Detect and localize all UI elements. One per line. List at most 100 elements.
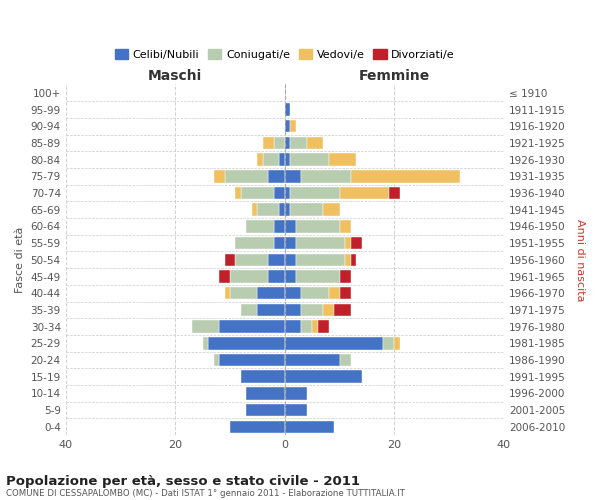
Bar [235, 237, 274, 250]
Bar [230, 270, 268, 283]
Bar [203, 337, 208, 349]
Bar [274, 220, 285, 232]
Bar [285, 287, 301, 300]
Bar [285, 354, 340, 366]
Y-axis label: Fasce di età: Fasce di età [15, 226, 25, 293]
Bar [383, 337, 394, 349]
Bar [224, 287, 230, 300]
Bar [340, 220, 350, 232]
Bar [252, 204, 257, 216]
Bar [340, 270, 350, 283]
Bar [247, 404, 285, 416]
Bar [285, 320, 301, 333]
Bar [214, 170, 224, 182]
Bar [329, 154, 356, 166]
Bar [312, 320, 317, 333]
Bar [350, 170, 460, 182]
Bar [247, 220, 274, 232]
Bar [268, 270, 285, 283]
Bar [285, 187, 290, 200]
Bar [257, 287, 285, 300]
Bar [280, 204, 285, 216]
Bar [345, 254, 350, 266]
Legend: Celibi/Nubili, Coniugati/e, Vedovi/e, Divorziati/e: Celibi/Nubili, Coniugati/e, Vedovi/e, Di… [110, 44, 459, 64]
Bar [219, 320, 285, 333]
Bar [285, 120, 290, 132]
Bar [285, 420, 334, 433]
Bar [235, 187, 241, 200]
Bar [285, 304, 301, 316]
Bar [285, 170, 301, 182]
Bar [350, 254, 356, 266]
Bar [296, 270, 340, 283]
Bar [285, 370, 362, 383]
Bar [340, 287, 350, 300]
Bar [285, 237, 296, 250]
Bar [230, 287, 257, 300]
Bar [224, 254, 235, 266]
Bar [268, 254, 285, 266]
Bar [323, 304, 334, 316]
Bar [350, 237, 362, 250]
Bar [285, 220, 296, 232]
Bar [263, 136, 274, 149]
Bar [323, 204, 340, 216]
Bar [301, 170, 350, 182]
Bar [301, 304, 323, 316]
Bar [285, 387, 307, 400]
Bar [257, 304, 285, 316]
Bar [241, 370, 285, 383]
Bar [285, 154, 290, 166]
Bar [285, 270, 296, 283]
Bar [274, 187, 285, 200]
Bar [219, 270, 230, 283]
Bar [257, 154, 263, 166]
Bar [241, 187, 274, 200]
Text: Maschi: Maschi [148, 69, 202, 83]
Bar [268, 170, 285, 182]
Y-axis label: Anni di nascita: Anni di nascita [575, 218, 585, 301]
Bar [301, 320, 312, 333]
Bar [290, 120, 296, 132]
Bar [290, 154, 329, 166]
Bar [345, 237, 350, 250]
Text: COMUNE DI CESSAPALOMBO (MC) - Dati ISTAT 1° gennaio 2011 - Elaborazione TUTTITAL: COMUNE DI CESSAPALOMBO (MC) - Dati ISTAT… [6, 490, 405, 498]
Bar [235, 254, 268, 266]
Bar [317, 320, 329, 333]
Bar [290, 136, 307, 149]
Bar [224, 170, 268, 182]
Bar [241, 304, 257, 316]
Bar [191, 320, 219, 333]
Bar [274, 237, 285, 250]
Bar [280, 154, 285, 166]
Bar [301, 287, 329, 300]
Bar [247, 387, 285, 400]
Bar [296, 254, 345, 266]
Bar [296, 237, 345, 250]
Bar [334, 304, 350, 316]
Bar [285, 104, 290, 116]
Bar [274, 136, 285, 149]
Bar [290, 204, 323, 216]
Bar [340, 354, 350, 366]
Bar [394, 337, 400, 349]
Text: Femmine: Femmine [359, 69, 430, 83]
Bar [257, 204, 280, 216]
Bar [285, 254, 296, 266]
Bar [285, 136, 290, 149]
Bar [230, 420, 285, 433]
Bar [214, 354, 219, 366]
Bar [285, 337, 383, 349]
Bar [290, 187, 340, 200]
Bar [329, 287, 340, 300]
Bar [340, 187, 389, 200]
Bar [296, 220, 340, 232]
Bar [263, 154, 280, 166]
Bar [389, 187, 400, 200]
Bar [285, 404, 307, 416]
Bar [307, 136, 323, 149]
Bar [208, 337, 285, 349]
Text: Popolazione per età, sesso e stato civile - 2011: Popolazione per età, sesso e stato civil… [6, 474, 360, 488]
Bar [219, 354, 285, 366]
Bar [285, 204, 290, 216]
